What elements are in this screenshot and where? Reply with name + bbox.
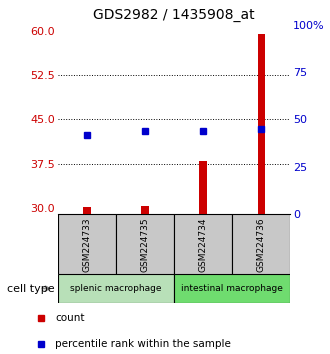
Text: GSM224735: GSM224735 [141, 217, 149, 272]
Bar [83, 207, 91, 214]
Bar [141, 206, 149, 214]
Bar [58, 274, 174, 303]
Bar [257, 34, 265, 214]
Text: percentile rank within the sample: percentile rank within the sample [55, 339, 231, 349]
Text: GSM224733: GSM224733 [82, 217, 91, 272]
Bar [199, 161, 207, 214]
Bar [174, 214, 232, 274]
Bar [232, 214, 290, 274]
Text: intestinal macrophage: intestinal macrophage [181, 284, 283, 293]
Text: count: count [55, 313, 85, 323]
Title: GDS2982 / 1435908_at: GDS2982 / 1435908_at [93, 8, 255, 22]
Text: splenic macrophage: splenic macrophage [70, 284, 162, 293]
Bar [174, 274, 290, 303]
Bar [58, 214, 116, 274]
Text: cell type: cell type [7, 284, 54, 293]
Text: GSM224734: GSM224734 [199, 217, 208, 272]
Text: GSM224736: GSM224736 [257, 217, 266, 272]
Bar [116, 214, 174, 274]
